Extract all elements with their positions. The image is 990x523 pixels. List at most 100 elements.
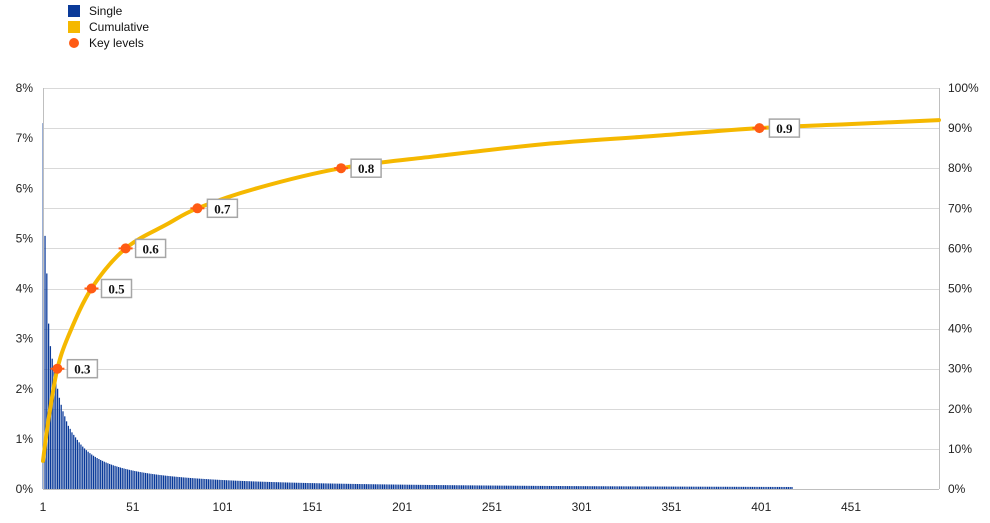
- single-bar: [231, 480, 233, 489]
- single-bar: [444, 485, 447, 489]
- single-bar: [665, 486, 667, 489]
- single-bar: [778, 486, 781, 489]
- single-bar: [407, 484, 409, 489]
- key-levels: 0.3 0.5 0.6 0.7 0.8 0.9: [50, 118, 801, 379]
- single-bar: [660, 486, 662, 489]
- single-bar: [360, 484, 362, 489]
- single-bar: [732, 486, 734, 489]
- single-bar: [663, 486, 666, 489]
- single-bar: [516, 485, 518, 489]
- single-bar: [328, 483, 330, 489]
- single-bar: [265, 481, 267, 489]
- single-bar: [486, 485, 488, 489]
- single-bar: [247, 481, 249, 489]
- legend: Single Cumulative Key levels: [68, 4, 149, 50]
- single-bar: [383, 484, 386, 489]
- single-bar: [522, 485, 524, 489]
- single-bar: [785, 486, 788, 489]
- single-bar: [101, 460, 104, 489]
- single-bar: [389, 484, 391, 489]
- single-bar: [197, 478, 199, 489]
- single-bar: [764, 486, 766, 489]
- single-bar: [478, 485, 481, 489]
- single-bar: [227, 480, 229, 489]
- single-bar: [586, 486, 588, 489]
- single-bar: [250, 481, 253, 489]
- single-bar: [232, 480, 235, 489]
- single-bar: [214, 479, 217, 489]
- single-bar: [450, 485, 452, 489]
- single-bar: [742, 486, 745, 489]
- single-bar: [574, 486, 576, 489]
- single-bar: [238, 480, 240, 489]
- single-bar: [642, 486, 644, 489]
- single-bar: [292, 482, 294, 489]
- single-bar: [369, 484, 371, 489]
- single-bar: [680, 486, 682, 489]
- single-bar: [335, 483, 337, 489]
- single-bar: [529, 485, 531, 489]
- single-bar: [480, 485, 482, 489]
- single-bar: [223, 480, 226, 489]
- single-bar: [672, 486, 675, 489]
- single-bar: [787, 486, 790, 489]
- single-bar: [495, 485, 497, 489]
- single-bar: [443, 485, 445, 489]
- single-bar: [572, 486, 574, 489]
- key-level-label-box: [768, 118, 801, 138]
- single-bar: [753, 486, 755, 489]
- single-bar: [408, 484, 411, 489]
- single-bar: [719, 486, 721, 489]
- single-bar: [73, 434, 75, 489]
- single-bar: [146, 473, 149, 489]
- single-bar: [622, 486, 624, 489]
- single-bar: [633, 486, 635, 489]
- single-bar: [123, 468, 125, 489]
- single-bar: [446, 485, 448, 489]
- single-bar: [538, 485, 540, 489]
- y-left-tick-label: 8%: [16, 81, 34, 95]
- single-bar: [161, 475, 163, 489]
- single-bar: [597, 486, 599, 489]
- single-bar: [139, 472, 141, 489]
- single-bar: [561, 486, 563, 489]
- single-bar: [83, 448, 86, 489]
- single-bar: [380, 484, 382, 489]
- single-bar: [602, 486, 605, 489]
- single-bar: [153, 474, 156, 489]
- single-bar: [349, 483, 351, 489]
- single-bar: [202, 478, 204, 489]
- single-bar: [500, 485, 502, 489]
- single-bar: [168, 476, 170, 489]
- single-bar: [468, 485, 470, 489]
- single-bar: [421, 484, 423, 489]
- single-bar: [514, 485, 517, 489]
- single-bar: [105, 462, 107, 489]
- single-bar: [423, 484, 425, 489]
- single-bar: [372, 484, 375, 489]
- single-bar: [261, 481, 263, 489]
- single-bar: [489, 485, 491, 489]
- single-bar: [60, 404, 62, 489]
- single-bar: [504, 485, 506, 489]
- single-bar: [759, 486, 761, 489]
- single-bar: [164, 475, 166, 489]
- single-bar: [137, 471, 140, 489]
- key-level-label-box: [134, 238, 167, 259]
- single-bar: [676, 486, 678, 489]
- single-bar: [405, 484, 407, 489]
- y-right-tick-label: 90%: [948, 121, 972, 135]
- single-bar: [256, 481, 258, 489]
- x-tick-label: 301: [572, 500, 592, 514]
- single-bar: [459, 485, 461, 489]
- single-bar: [191, 478, 193, 489]
- single-bar: [455, 485, 457, 489]
- single-bar: [502, 485, 504, 489]
- single-bar: [773, 486, 775, 489]
- single-bar: [627, 486, 630, 489]
- single-bar: [703, 486, 705, 489]
- single-bar: [430, 484, 432, 489]
- single-bar: [784, 486, 786, 489]
- single-bar: [435, 485, 438, 489]
- single-bar: [593, 486, 596, 489]
